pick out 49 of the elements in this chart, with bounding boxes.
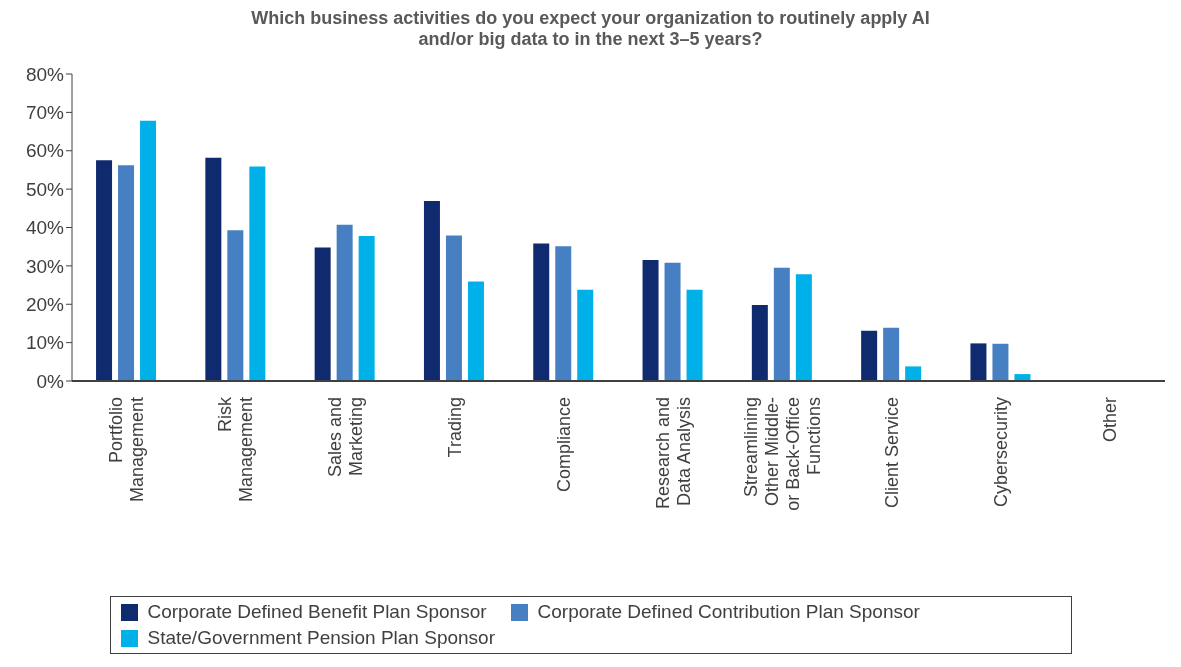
y-tick-label: 20%	[25, 293, 65, 315]
bar	[358, 235, 375, 381]
y-tick-label: 40%	[25, 217, 65, 239]
bar	[751, 305, 768, 381]
y-tick-label: 80%	[25, 63, 65, 85]
legend-label: State/Government Pension Plan Sponsor	[147, 627, 495, 649]
bar	[445, 235, 462, 381]
bar	[664, 262, 681, 381]
bar	[205, 157, 222, 381]
bar	[423, 201, 440, 381]
legend-label: Corporate Defined Contribution Plan Sponsor	[537, 601, 920, 623]
bar	[970, 343, 987, 381]
chart-title: Which business activities do you expect your organization to routinely apply AI and/or big data to in the next 3–5 years?	[250, 8, 931, 51]
bar	[992, 343, 1009, 381]
bar	[96, 160, 113, 381]
bar	[686, 289, 703, 381]
bar	[249, 166, 266, 381]
x-tick-label: Cybersecurity	[991, 397, 1012, 508]
y-tick-label: 60%	[25, 140, 65, 162]
y-tick-label: 70%	[25, 102, 65, 124]
x-tick-label: Risk Management	[215, 396, 257, 503]
bar	[905, 366, 922, 381]
bar	[533, 243, 550, 381]
y-tick-label: 30%	[25, 255, 65, 277]
bar	[861, 330, 878, 381]
x-tick-label: Client Service	[881, 397, 902, 509]
bar	[140, 120, 157, 381]
bar	[577, 289, 594, 381]
bar	[118, 165, 135, 381]
bar	[795, 274, 812, 381]
x-tick-label: Compliance	[553, 397, 574, 493]
bar	[467, 281, 484, 381]
y-tick-label: 10%	[25, 332, 65, 354]
y-tick-label: 0%	[36, 370, 65, 392]
bar	[555, 246, 572, 381]
bar	[642, 260, 659, 381]
bar	[336, 224, 353, 381]
y-tick-label: 50%	[25, 178, 65, 200]
bar	[773, 267, 790, 381]
bar	[883, 327, 900, 381]
bar	[314, 247, 331, 381]
x-tick-label: Trading	[444, 397, 465, 458]
x-tick-label: Research and Data Analysis	[652, 397, 694, 510]
x-tick-label: Portfolio Management	[106, 397, 148, 503]
x-tick-label: Streamlining Other Middle- or Back-Office Functions	[740, 397, 824, 511]
bar	[227, 230, 244, 381]
x-tick-label: Other	[1100, 397, 1121, 443]
x-tick-label: Sales and Marketing	[324, 397, 366, 478]
legend-label: Corporate Defined Benefit Plan Sponsor	[147, 601, 487, 623]
